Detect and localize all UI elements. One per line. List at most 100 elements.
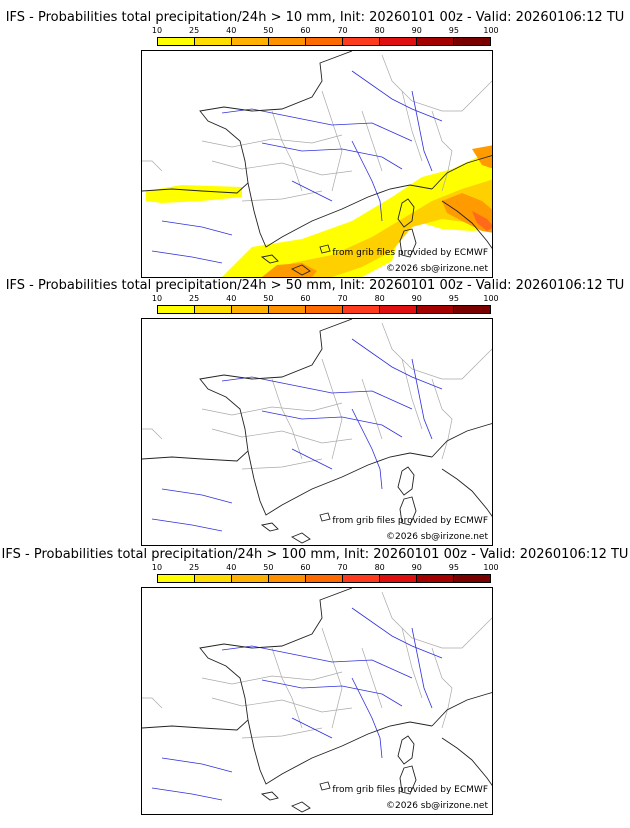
- coastline: [260, 254, 279, 264]
- admin-border: [361, 647, 383, 709]
- map-layer: [142, 588, 492, 813]
- colorbar-tick-label: 100: [483, 26, 499, 35]
- river: [221, 376, 413, 410]
- colorbar-tick-label: 95: [448, 26, 459, 35]
- colorbar-tick-label: 25: [189, 294, 200, 303]
- colorbar-segment: [306, 306, 343, 313]
- admin-border: [431, 647, 453, 729]
- colorbar-segment: [343, 306, 380, 313]
- colorbar-tick-label: 50: [263, 294, 274, 303]
- colorbar-tick-label: 50: [263, 563, 274, 572]
- colorbar-tick-label: 95: [448, 563, 459, 572]
- colorbar-segment: [195, 38, 232, 45]
- admin-border: [381, 322, 492, 380]
- colorbar-tick-label: 80: [374, 26, 385, 35]
- colorbar-tick-label: 40: [226, 294, 237, 303]
- colorbar-segment: [417, 38, 454, 45]
- colorbar-segment: [306, 38, 343, 45]
- admin-border: [201, 134, 343, 148]
- colorbar-tick-label: 40: [226, 563, 237, 572]
- colorbar-segment: [454, 38, 490, 45]
- copyright-credit: ©2026 sb@irizone.net: [386, 532, 488, 542]
- colorbar-segment: [343, 38, 380, 45]
- coastline: [247, 450, 433, 516]
- source-credit: from grib files provided by ECMWF: [332, 785, 488, 795]
- precipitation-area: [472, 145, 492, 169]
- colorbar-segment: [158, 306, 195, 313]
- coastline: [290, 264, 311, 276]
- admin-border: [381, 54, 492, 112]
- river: [261, 410, 403, 438]
- colorbar-tick-label: 50: [263, 26, 274, 35]
- colorbar-segment: [158, 38, 195, 45]
- river: [351, 338, 443, 390]
- colorbar: [157, 574, 491, 583]
- source-credit: from grib files provided by ECMWF: [332, 248, 488, 258]
- source-credit: from grib files provided by ECMWF: [332, 516, 488, 526]
- colorbar-tick-label: 25: [189, 26, 200, 35]
- admin-border: [321, 90, 343, 192]
- river: [291, 717, 333, 739]
- river: [291, 448, 333, 470]
- coastline: [431, 423, 492, 458]
- coastline: [260, 791, 279, 801]
- admin-border: [142, 428, 163, 440]
- colorbar-tick-label: 60: [300, 26, 311, 35]
- colorbar-segment: [306, 575, 343, 582]
- colorbar-tick-labels: 10 25 40 50 60 70 80 90 95 100: [152, 563, 499, 572]
- admin-border: [211, 160, 353, 176]
- admin-border: [401, 627, 423, 699]
- river: [351, 70, 443, 122]
- admin-border: [361, 378, 383, 440]
- copyright-credit: ©2026 sb@irizone.net: [386, 264, 488, 274]
- map-layer: [142, 319, 492, 544]
- colorbar-tick-label: 100: [483, 563, 499, 572]
- admin-border: [241, 458, 323, 470]
- coastline: [397, 198, 415, 228]
- river: [351, 607, 443, 659]
- river: [411, 358, 433, 440]
- river: [161, 220, 233, 236]
- coastline: [399, 765, 417, 795]
- admin-border: [271, 647, 303, 729]
- river: [411, 90, 433, 172]
- coastline: [431, 692, 492, 727]
- colorbar-segment: [195, 575, 232, 582]
- colorbar-tick-label: 70: [337, 563, 348, 572]
- admin-border: [401, 90, 423, 162]
- admin-border: [431, 110, 453, 192]
- colorbar-tick-label: 60: [300, 294, 311, 303]
- admin-border: [321, 627, 343, 729]
- map-layer: [142, 51, 492, 277]
- colorbar-segment: [417, 575, 454, 582]
- coastline: [319, 781, 331, 791]
- admin-border: [201, 671, 343, 685]
- coastline: [247, 182, 433, 248]
- admin-border: [381, 591, 492, 649]
- colorbar-segment: [343, 575, 380, 582]
- precipitation-map: from grib files provided by ECMWF ©2026 …: [141, 587, 493, 815]
- colorbar-segment: [269, 38, 306, 45]
- admin-border: [211, 428, 353, 444]
- coastline: [441, 737, 492, 786]
- coastline: [397, 735, 415, 765]
- river: [411, 627, 433, 709]
- admin-border: [211, 697, 353, 713]
- colorbar: [157, 37, 491, 46]
- copyright-credit: ©2026 sb@irizone.net: [386, 801, 488, 811]
- colorbar-segment: [454, 306, 490, 313]
- admin-border: [271, 110, 303, 192]
- colorbar-tick-label: 70: [337, 26, 348, 35]
- colorbar-tick-labels: 10 25 40 50 60 70 80 90 95 100: [152, 294, 499, 303]
- colorbar-tick-label: 40: [226, 26, 237, 35]
- coastline: [399, 496, 417, 526]
- colorbar-tick-label: 10: [151, 294, 163, 303]
- river: [161, 757, 233, 773]
- colorbar-tick-label: 70: [337, 294, 348, 303]
- precipitation-map: from grib files provided by ECMWF ©2026 …: [141, 318, 493, 546]
- precipitation-area: [146, 185, 242, 203]
- coastline: [319, 244, 331, 254]
- colorbar-segment: [380, 38, 417, 45]
- coastline: [319, 512, 331, 522]
- colorbar-tick-label: 100: [483, 294, 499, 303]
